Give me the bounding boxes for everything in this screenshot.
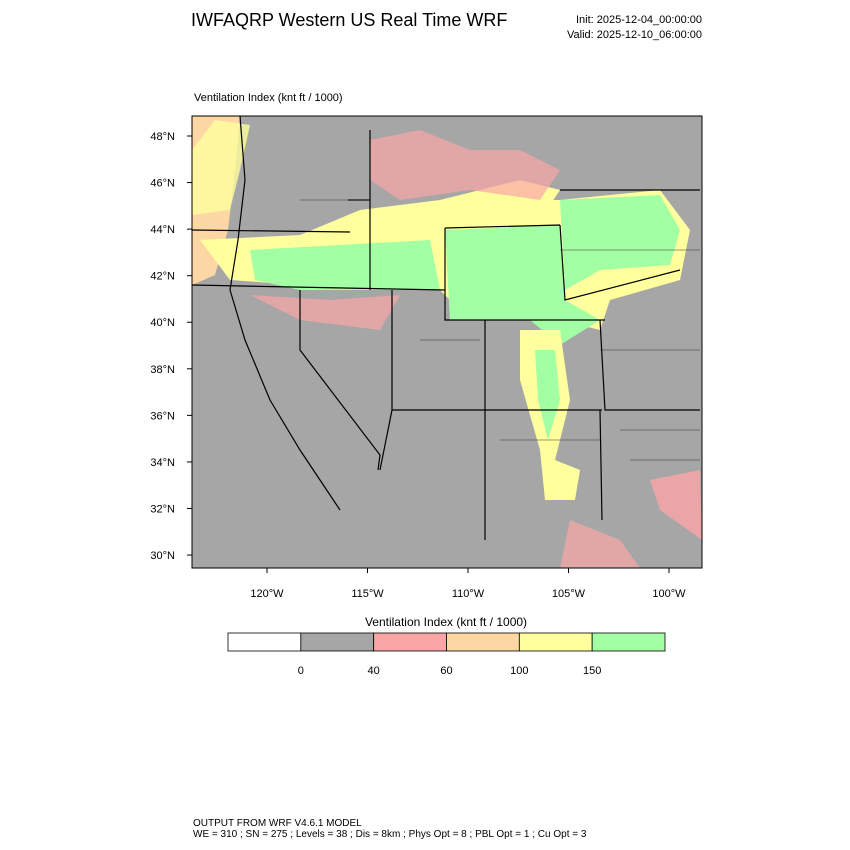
lat-label: 40°N [150,317,175,329]
map-title: Ventilation Index (knt ft / 1000) [194,92,343,104]
lon-label: 105°W [552,588,586,600]
colorbar-box [446,632,520,652]
colorbar-box [373,632,447,652]
colorbar-tick-label: 60 [440,665,452,677]
colorbar-box [300,632,375,652]
colorbar-box [227,632,302,652]
map-frame [191,115,703,569]
lat-label: 38°N [150,364,175,376]
lat-label: 36°N [150,410,175,422]
lat-label: 32°N [150,503,175,515]
lon-label: 100°W [652,588,686,600]
colorbar-tick-label: 100 [510,665,528,677]
init-time: Init: 2025-12-04_00:00:00 [576,14,702,26]
lat-label: 42°N [150,271,175,283]
lon-label: 115°W [351,588,384,600]
colorbar-title: Ventilation Index (knt ft / 1000) [365,615,527,629]
lon-label: 110°W [452,588,485,600]
lat-label: 48°N [150,131,175,143]
map-field [192,116,702,568]
colorbar-box [518,632,593,652]
lat-label: 46°N [150,178,175,190]
lat-label: 34°N [150,457,175,469]
colorbar-tick-label: 40 [368,665,380,677]
lat-label: 30°N [150,550,175,562]
footer-line: WE = 310 ; SN = 275 ; Levels = 38 ; Dis … [193,829,587,840]
valid-time: Valid: 2025-12-10_06:00:00 [567,29,702,41]
main-title: IWFAQRP Western US Real Time WRF [191,10,507,30]
colorbar-box [591,632,666,652]
lat-label: 44°N [150,224,175,236]
colorbar-tick-label: 0 [298,665,304,677]
footer-line: OUTPUT FROM WRF V4.6.1 MODEL [193,818,362,829]
lon-label: 120°W [250,588,284,600]
colorbar-tick-label: 150 [583,665,601,677]
